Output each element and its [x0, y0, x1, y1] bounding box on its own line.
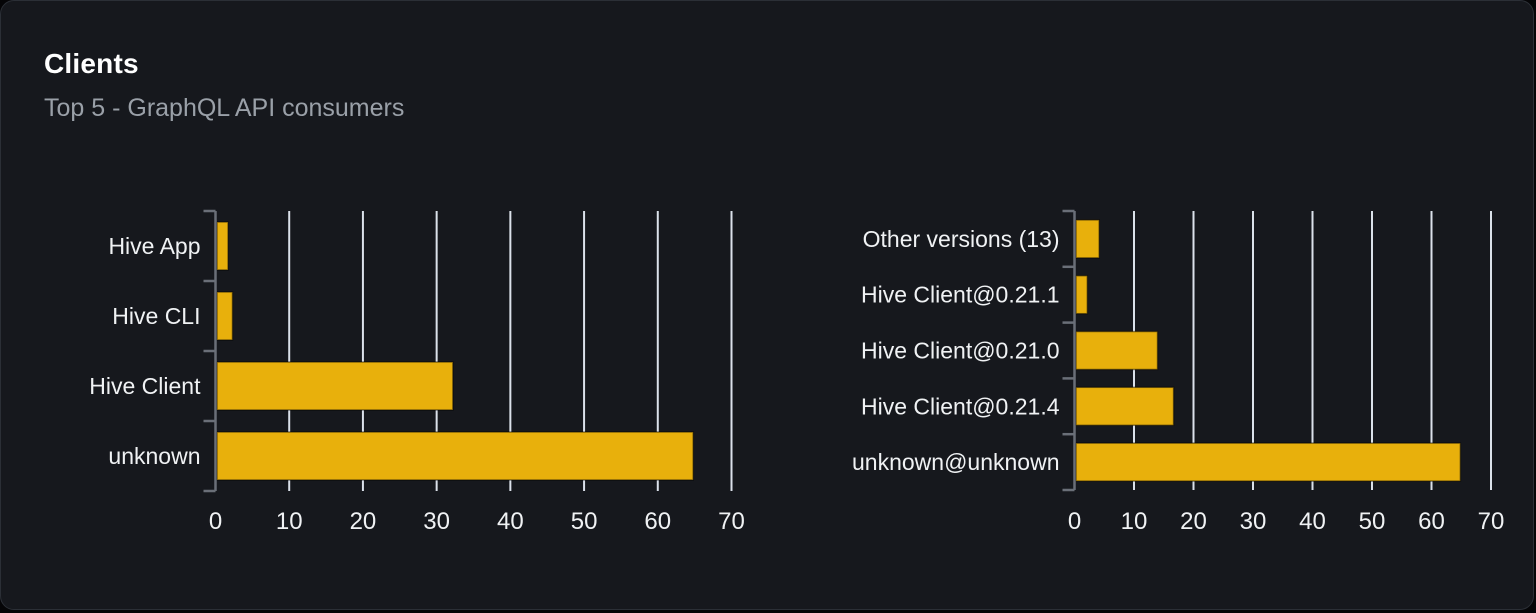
bar[interactable]	[216, 361, 454, 411]
x-tick-label: 30	[423, 508, 450, 535]
bar[interactable]	[1075, 330, 1159, 371]
chart-1: Hive App Hive CLI Hive Client unknown 0 10 20 3…	[89, 209, 745, 535]
category-label: Hive Client@0.21.1	[861, 282, 1060, 308]
bar[interactable]	[1075, 219, 1100, 259]
category-label: Hive App	[108, 233, 200, 259]
bar[interactable]	[1075, 274, 1089, 315]
bar[interactable]	[1075, 442, 1462, 482]
category-label: unknown	[108, 443, 200, 469]
x-tick-label: 70	[1478, 508, 1505, 535]
x-tick-label: 10	[1121, 508, 1148, 535]
chart-2: Other versions (13) Hive Client@0.21.1 Hiv…	[852, 209, 1505, 535]
bar[interactable]	[216, 221, 229, 271]
x-tick-label: 50	[571, 508, 598, 535]
x-tick-label: 40	[1299, 508, 1326, 535]
x-tick-label: 10	[276, 508, 303, 535]
x-tick-label: 60	[644, 508, 671, 535]
category-label: unknown@unknown	[852, 449, 1059, 475]
panel-subtitle: Top 5 - GraphQL API consumers	[44, 93, 405, 122]
panel-title: Clients	[44, 48, 139, 79]
category-label: Hive Client@0.21.0	[861, 338, 1060, 364]
x-tick-label: 20	[350, 508, 377, 535]
category-label: Other versions (13)	[863, 226, 1060, 252]
x-tick-label: 40	[497, 508, 524, 535]
bar[interactable]	[216, 431, 694, 481]
x-tick-label: 20	[1180, 508, 1207, 535]
bar[interactable]	[216, 291, 234, 341]
x-tick-label: 0	[1068, 508, 1081, 535]
x-tick-label: 70	[718, 508, 745, 535]
x-tick-label: 30	[1240, 508, 1267, 535]
category-label: Hive Client	[89, 373, 201, 399]
x-tick-label: 50	[1359, 508, 1386, 535]
panel-header: Clients Top 5 - GraphQL API consumers	[44, 48, 405, 122]
category-label: Hive Client@0.21.4	[861, 393, 1060, 419]
category-label: Hive CLI	[112, 303, 200, 329]
bar[interactable]	[1075, 386, 1175, 427]
x-tick-label: 0	[209, 508, 222, 535]
x-tick-label: 60	[1418, 508, 1445, 535]
